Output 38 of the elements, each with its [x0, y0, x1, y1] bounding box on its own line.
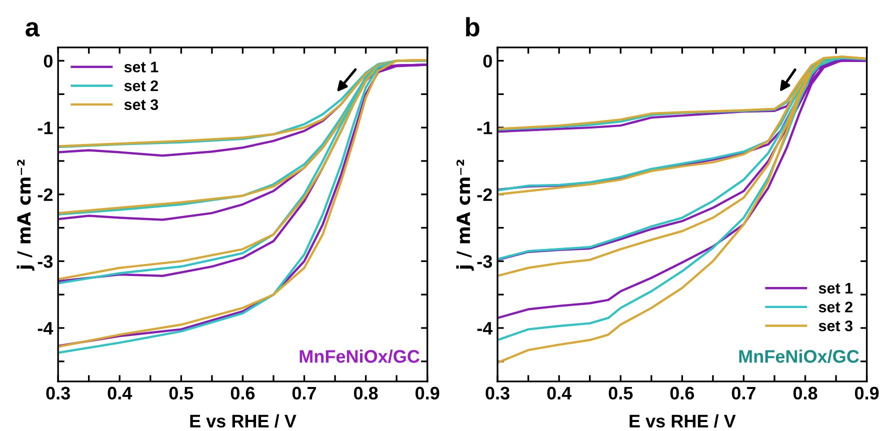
x-tick-label: 0.9 [854, 386, 879, 400]
y-tick-label: -4 [477, 322, 493, 335]
y-tick-label: -3 [477, 255, 492, 268]
legend-label: set 3 [124, 99, 158, 110]
y-axis-title: j / mA cm⁻² [16, 160, 34, 271]
y-tick-label: -2 [38, 188, 52, 201]
x-tick-label: 0.4 [547, 386, 572, 400]
x-tick-label: 0.7 [732, 386, 756, 400]
y-tick-label: -1 [38, 122, 53, 134]
x-axis-title: E vs RHE / V [630, 414, 736, 428]
x-tick-label: 0.3 [46, 386, 70, 400]
x-tick-label: 0.9 [416, 386, 440, 400]
y-tick-label: -4 [38, 322, 54, 335]
legend-label: set 1 [124, 62, 158, 72]
x-tick-label: 0.3 [486, 386, 510, 400]
x-tick-label: 0.6 [230, 386, 255, 400]
x-tick-label: 0.8 [354, 386, 378, 400]
x-tick-label: 0.5 [608, 386, 633, 400]
y-axis-title: j / mA cm⁻² [456, 160, 474, 271]
y-tick-label: -2 [477, 188, 492, 201]
annotation: MnFeNiOx/GC [739, 350, 859, 364]
y-tick-label: -3 [38, 255, 53, 268]
chart-title: b [466, 17, 480, 37]
chart-title: a [26, 22, 40, 37]
y-tick-label: 0 [44, 54, 52, 68]
x-tick-label: 0.5 [169, 386, 194, 400]
legend-label: set 1 [818, 282, 853, 294]
x-tick-label: 0.4 [108, 386, 132, 400]
legend-label: set 3 [818, 320, 852, 332]
x-axis-title: E vs RHE / V [190, 414, 296, 428]
y-tick-label: -1 [477, 122, 492, 134]
x-tick-label: 0.6 [670, 386, 694, 400]
legend-label: set 2 [818, 302, 852, 312]
legend-label: set 2 [124, 80, 158, 92]
y-tick-label: 0 [483, 54, 492, 68]
x-tick-label: 0.7 [292, 386, 316, 400]
x-tick-label: 0.8 [793, 386, 818, 400]
annotation: MnFeNiOx/GC [300, 350, 420, 364]
